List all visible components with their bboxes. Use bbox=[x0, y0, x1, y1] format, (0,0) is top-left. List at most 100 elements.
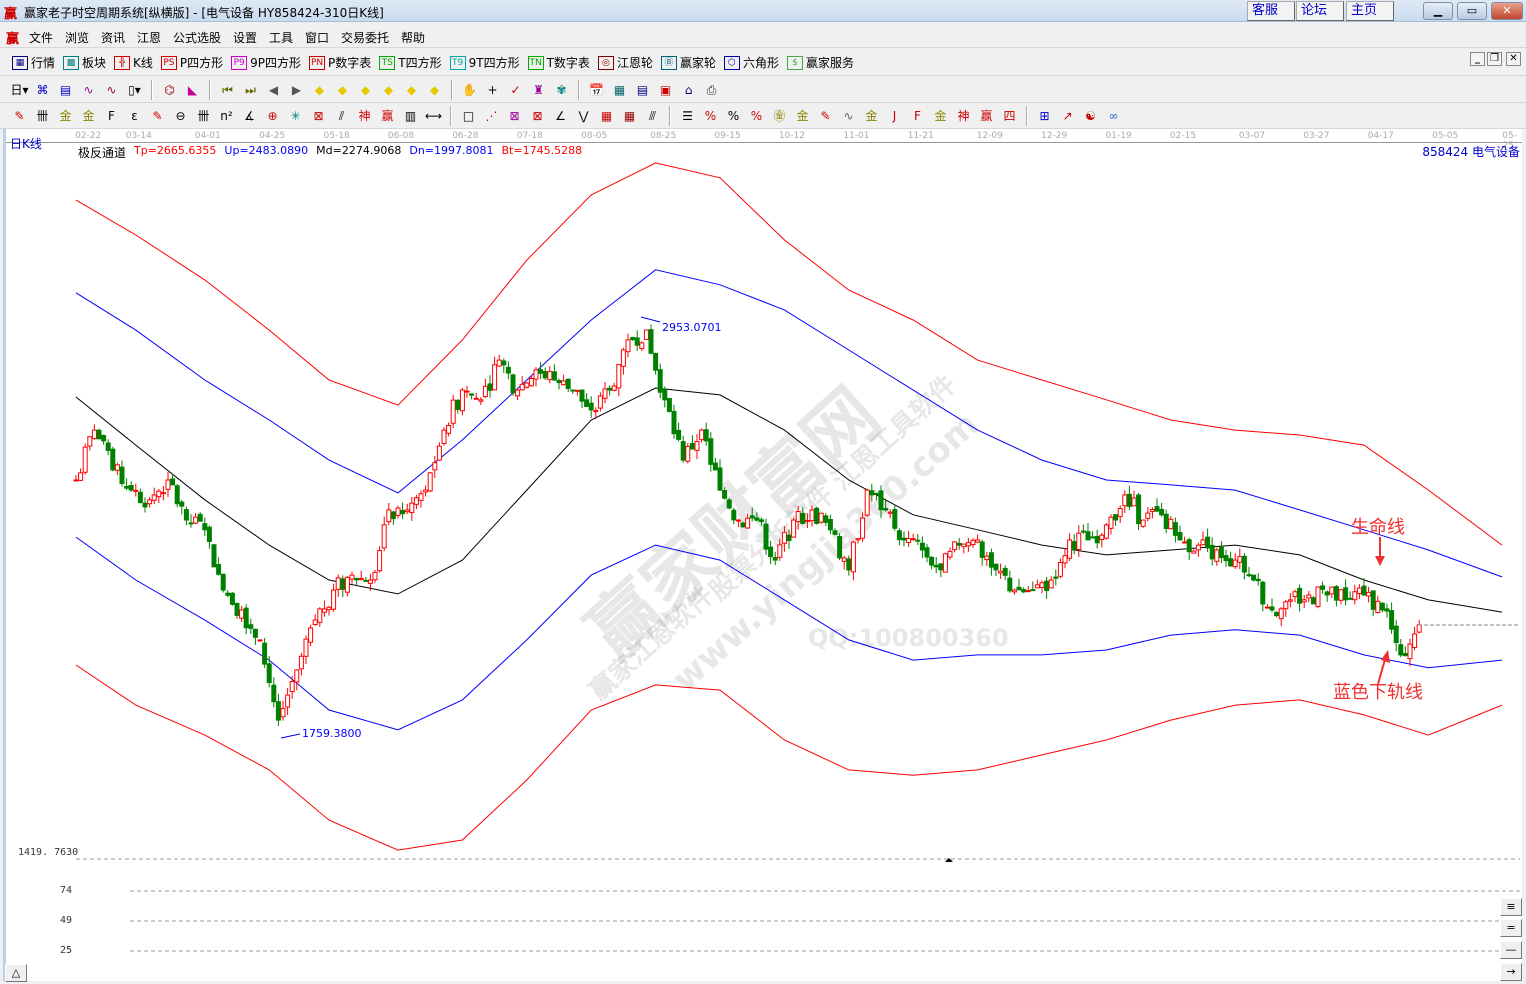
menu-trade[interactable]: 交易委托 bbox=[341, 31, 390, 45]
ying-icon[interactable]: 赢 bbox=[381, 108, 394, 123]
toolbar-dollar-button[interactable]: $ 赢家服务 bbox=[786, 54, 854, 71]
crosshair-icon[interactable]: + bbox=[487, 82, 498, 97]
diamond-all-icon[interactable]: ◆ bbox=[429, 82, 440, 97]
diamond-both-icon[interactable]: ◆ bbox=[360, 82, 371, 97]
gann-symbol-icon[interactable]: ⌬ bbox=[164, 82, 175, 97]
n2-icon[interactable]: n² bbox=[220, 108, 233, 123]
slash-icon[interactable]: ⫽ bbox=[338, 108, 345, 123]
zigzag-icon[interactable]: ⋁ bbox=[578, 108, 589, 123]
gold-box-icon[interactable]: 金 bbox=[865, 108, 878, 123]
brain-icon[interactable]: ✾ bbox=[556, 82, 567, 97]
wave9-icon[interactable]: ∿ bbox=[106, 82, 117, 97]
grid-yellow-icon[interactable]: ⊞ bbox=[1039, 108, 1050, 123]
mdi-close-button[interactable]: ✕ bbox=[1506, 52, 1521, 66]
zoom-button-3[interactable]: — bbox=[1500, 941, 1522, 959]
menu-help[interactable]: 帮助 bbox=[401, 31, 426, 45]
customer-service-button[interactable]: 客服 bbox=[1247, 1, 1295, 21]
prev-icon[interactable]: ◀ bbox=[268, 82, 279, 97]
toolbar-sector-button[interactable]: ▩ 板块 bbox=[63, 54, 106, 71]
grid-icon[interactable]: 卌 bbox=[197, 108, 210, 123]
box-line-icon[interactable]: □ bbox=[462, 108, 475, 123]
gold-fan-icon[interactable]: 金 bbox=[934, 108, 947, 123]
toolbar-big-wheel-button[interactable]: Ⓑ 赢家轮 bbox=[660, 54, 716, 71]
gold-circle-icon[interactable]: ㊎ bbox=[773, 108, 786, 123]
web-icon[interactable]: ✳ bbox=[290, 108, 301, 123]
fib-table-icon[interactable]: ☰ bbox=[682, 108, 693, 123]
diamond-cross-icon[interactable]: ◆ bbox=[383, 82, 394, 97]
zoom-button-2[interactable]: = bbox=[1500, 919, 1522, 937]
circle-line-icon[interactable]: ⊖ bbox=[175, 108, 186, 123]
pct-line-icon[interactable]: % bbox=[704, 108, 717, 123]
ruler-icon[interactable]: ▥ bbox=[404, 108, 417, 123]
grid-red-icon[interactable]: ▦ bbox=[600, 108, 613, 123]
toolbar-gann-wheel-button[interactable]: ◎ 江恩轮 bbox=[597, 54, 653, 71]
target-icon[interactable]: ⊕ bbox=[267, 108, 278, 123]
menu-tools[interactable]: 工具 bbox=[269, 31, 294, 45]
si-fan-icon[interactable]: 四 bbox=[1003, 108, 1016, 123]
mdi-minimize-button[interactable]: _ bbox=[1470, 52, 1485, 66]
pct-lines-icon[interactable]: % bbox=[750, 108, 763, 123]
wave3-icon[interactable]: ∿ bbox=[83, 82, 94, 97]
chart-line-icon[interactable]: ↗ bbox=[1062, 108, 1073, 123]
menu-file[interactable]: 文件 bbox=[29, 31, 54, 45]
shen-fan-icon[interactable]: 神 bbox=[957, 108, 970, 123]
f-fan-icon[interactable]: F bbox=[914, 108, 921, 123]
toolbar-ps-button[interactable]: PS P四方形 bbox=[160, 54, 223, 71]
last-icon[interactable]: ⏭ bbox=[245, 82, 256, 97]
span-icon[interactable]: ⟷ bbox=[424, 108, 443, 123]
forum-button[interactable]: 论坛 bbox=[1296, 1, 1344, 21]
toolbar-quote-table-button[interactable]: ▦ 行情 bbox=[12, 54, 55, 71]
zoom-button-1[interactable]: ≡ bbox=[1500, 898, 1522, 916]
gold-lines-icon[interactable]: 金 bbox=[796, 108, 809, 123]
gold2-icon[interactable]: 金 bbox=[82, 108, 95, 123]
figure-icon[interactable]: ♜ bbox=[533, 82, 544, 97]
shen-icon[interactable]: 神 bbox=[358, 108, 371, 123]
diamond-right-icon[interactable]: ◆ bbox=[337, 82, 348, 97]
chart-panel[interactable]: 02-22 03-14 04-01 04-25 05-18 06-08 06-28 07-18… bbox=[3, 129, 1522, 981]
network-icon[interactable]: ⌂ bbox=[684, 82, 693, 97]
grid4-icon[interactable]: 卌 bbox=[36, 108, 49, 123]
minimize-button[interactable]: ▁ bbox=[1423, 2, 1453, 20]
scroll-right-button[interactable]: → bbox=[1500, 963, 1522, 981]
box-fan-icon[interactable]: ⊠ bbox=[509, 108, 520, 123]
mdi-restore-button[interactable]: ❐ bbox=[1487, 52, 1502, 66]
parallel-icon[interactable]: ⫻ bbox=[648, 108, 657, 123]
fan-lines-icon[interactable]: ∠ bbox=[555, 108, 566, 123]
toolbar-kline-button[interactable]: ╬ K线 bbox=[114, 54, 153, 71]
toolbar-hexagon-button[interactable]: ⬡ 六角形 bbox=[723, 54, 779, 71]
triangle-flag-icon[interactable]: ◣ bbox=[187, 82, 198, 97]
homepage-button[interactable]: 主页 bbox=[1346, 1, 1394, 21]
pen-icon[interactable]: ✎ bbox=[14, 108, 25, 123]
f-line-icon[interactable]: F bbox=[108, 108, 115, 123]
toolbar-tn-button[interactable]: TN T数字表 bbox=[527, 54, 590, 71]
toolbar-ts-button[interactable]: TS T四方形 bbox=[379, 54, 442, 71]
wave-line-icon[interactable]: ∿ bbox=[843, 108, 854, 123]
diamond-expand-icon[interactable]: ◆ bbox=[406, 82, 417, 97]
hand-icon[interactable]: ✋ bbox=[462, 82, 477, 97]
infinity-icon[interactable]: ∞ bbox=[1108, 108, 1119, 123]
menu-browse[interactable]: 浏览 bbox=[65, 31, 90, 45]
period-label[interactable]: 日K线 bbox=[10, 137, 42, 151]
period-day-dropdown-icon[interactable]: 日▾ bbox=[10, 82, 29, 97]
pen-lines-icon[interactable]: ✎ bbox=[820, 108, 831, 123]
next-icon[interactable]: ▶ bbox=[291, 82, 302, 97]
percent-icon[interactable]: % bbox=[727, 108, 740, 123]
print-icon[interactable]: ⎙ bbox=[706, 82, 717, 97]
toolbar-p9-button[interactable]: P9 9P四方形 bbox=[231, 54, 301, 71]
box-web-icon[interactable]: ⊠ bbox=[313, 108, 324, 123]
first-icon[interactable]: ⏮ bbox=[222, 82, 233, 97]
taiji-icon[interactable]: ☯ bbox=[1085, 108, 1096, 123]
list-icon[interactable]: ▤ bbox=[59, 82, 72, 97]
menu-window[interactable]: 窗口 bbox=[305, 31, 330, 45]
menu-info[interactable]: 资讯 bbox=[101, 31, 126, 45]
notes-icon[interactable]: ▤ bbox=[636, 82, 649, 97]
grid-box-icon[interactable]: ▦ bbox=[623, 108, 636, 123]
diamond-left-icon[interactable]: ◆ bbox=[314, 82, 325, 97]
panel-toggle-button[interactable]: △ bbox=[5, 964, 27, 982]
candle-dropdown-icon[interactable]: ▯▾ bbox=[128, 82, 141, 97]
menu-formula[interactable]: 公式选股 bbox=[173, 31, 222, 45]
pen2-icon[interactable]: ✎ bbox=[152, 108, 163, 123]
menu-gann[interactable]: 江恩 bbox=[137, 31, 162, 45]
toolbar-t9-button[interactable]: T9 9T四方形 bbox=[449, 54, 520, 71]
maximize-button[interactable]: ▭ bbox=[1457, 2, 1487, 20]
